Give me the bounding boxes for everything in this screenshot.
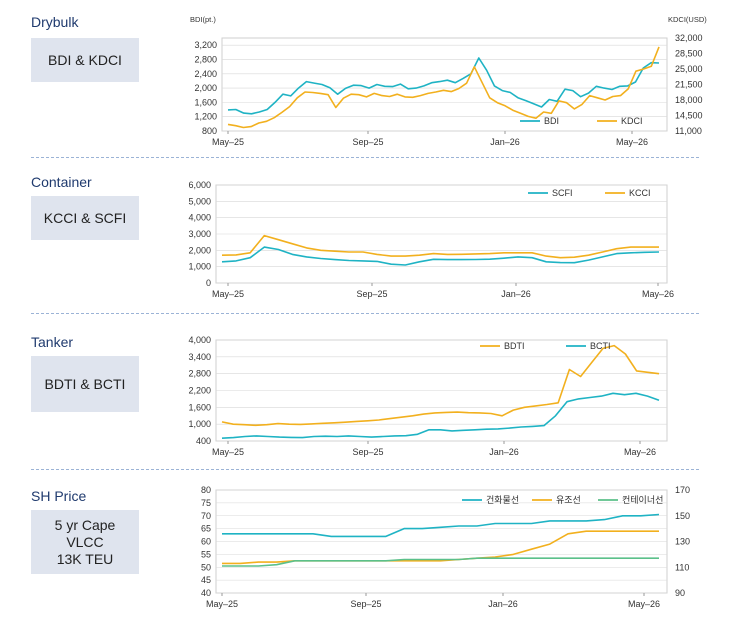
y-tick-label: 400 <box>196 436 211 446</box>
y-tick-label: 4,000 <box>188 213 211 223</box>
y-tick-label: 2,800 <box>194 54 217 64</box>
section-title-container: Container <box>31 174 92 190</box>
y2-tick-label: 90 <box>675 588 685 598</box>
y-tick-label: 1,600 <box>194 97 217 107</box>
x-tick-label: Sep–25 <box>350 599 381 609</box>
x-tick-label: Jan–26 <box>488 599 518 609</box>
y-tick-label: 2,000 <box>188 245 211 255</box>
series-line-KDCI <box>227 46 660 129</box>
divider <box>31 313 699 314</box>
legend-label: 컨테이너선 <box>622 495 663 505</box>
y-tick-label: 80 <box>201 485 211 495</box>
y-tick-label: 1,000 <box>188 262 211 272</box>
y-tick-label: 75 <box>201 498 211 508</box>
y-tick-label: 800 <box>202 126 217 136</box>
y2-tick-label: 14,500 <box>675 111 703 121</box>
plot-frame <box>221 37 668 132</box>
x-tick-label: Sep–25 <box>356 289 387 299</box>
series-line-BCTI <box>221 392 660 439</box>
y2-tick-label: 21,500 <box>675 80 703 90</box>
legend-label: KCCI <box>629 188 651 198</box>
series-line-건화물선 <box>222 513 660 538</box>
x-tick-label: Jan–26 <box>501 289 531 299</box>
x-tick-label: Jan–26 <box>489 447 519 457</box>
series-line-SCFI <box>221 246 660 266</box>
legend-label: SCFI <box>552 188 573 198</box>
x-tick-label: May–25 <box>212 289 244 299</box>
y-tick-label: 1,000 <box>188 419 211 429</box>
section-title-tanker: Tanker <box>31 334 74 350</box>
x-tick-label: May–25 <box>212 137 244 147</box>
x-tick-label: Sep–25 <box>352 137 383 147</box>
y2-axis-label: KDCI(USD) <box>668 15 707 24</box>
tanker-index-box: BDTI & BCTI <box>31 356 139 412</box>
y2-tick-label: 28,500 <box>675 49 703 59</box>
y-tick-label: 55 <box>201 549 211 559</box>
y-tick-label: 2,200 <box>188 386 211 396</box>
series-line-KCCI <box>221 234 659 259</box>
legend-label: BDI <box>544 116 559 126</box>
divider <box>31 157 699 158</box>
x-tick-label: May–25 <box>212 447 244 457</box>
section-title-drybulk: Drybulk <box>31 14 79 30</box>
y-tick-label: 1,600 <box>188 402 211 412</box>
x-tick-label: Sep–25 <box>352 447 383 457</box>
legend-label: BDTI <box>504 341 525 351</box>
y2-tick-label: 18,000 <box>675 95 703 105</box>
y-axis-label: BDI(pt.) <box>190 15 216 24</box>
y-tick-label: 3,000 <box>188 229 211 239</box>
series-line-BDTI <box>221 344 660 427</box>
y-tick-label: 60 <box>201 537 211 547</box>
series-line-BDI <box>227 57 660 115</box>
y-tick-label: 40 <box>201 588 211 598</box>
y2-tick-label: 32,000 <box>675 33 703 43</box>
y2-tick-label: 110 <box>675 562 689 572</box>
sh-price-box: 5 yr Cape VLCC 13K TEU <box>31 510 139 574</box>
y-tick-label: 6,000 <box>188 180 211 190</box>
y2-tick-label: 130 <box>675 537 690 547</box>
x-tick-label: May–26 <box>642 289 674 299</box>
x-tick-label: May–25 <box>206 599 238 609</box>
y-tick-label: 2,800 <box>188 369 211 379</box>
x-tick-label: May–26 <box>616 137 648 147</box>
legend-label: 유조선 <box>556 495 581 505</box>
y-tick-label: 5,000 <box>188 196 211 206</box>
series-line-컨테이너선 <box>222 557 659 567</box>
y-tick-label: 2,400 <box>194 69 217 79</box>
y-tick-label: 65 <box>201 524 211 534</box>
y2-tick-label: 11,000 <box>675 126 702 136</box>
legend-label: KDCI <box>621 116 643 126</box>
y2-tick-label: 150 <box>675 511 690 521</box>
y2-tick-label: 170 <box>675 485 690 495</box>
section-title-sh-price: SH Price <box>31 488 87 504</box>
y-tick-label: 45 <box>201 575 211 585</box>
legend-label: 건화물선 <box>486 495 519 505</box>
x-tick-label: Jan–26 <box>490 137 520 147</box>
y2-tick-label: 25,000 <box>675 64 703 74</box>
drybulk-index-box: BDI & KDCI <box>31 38 139 82</box>
legend-label: BCTI <box>590 341 611 351</box>
y-tick-label: 70 <box>201 511 211 521</box>
divider <box>31 469 699 470</box>
container-index-box: KCCI & SCFI <box>31 196 139 240</box>
x-tick-label: May–26 <box>624 447 656 457</box>
y-tick-label: 50 <box>201 562 211 572</box>
y-tick-label: 2,000 <box>194 83 217 93</box>
y-tick-label: 0 <box>206 278 211 288</box>
y-tick-label: 3,200 <box>194 40 217 50</box>
y-tick-label: 1,200 <box>194 112 217 122</box>
y-tick-label: 4,000 <box>188 335 211 345</box>
x-tick-label: May–26 <box>628 599 660 609</box>
y-tick-label: 3,400 <box>188 352 211 362</box>
